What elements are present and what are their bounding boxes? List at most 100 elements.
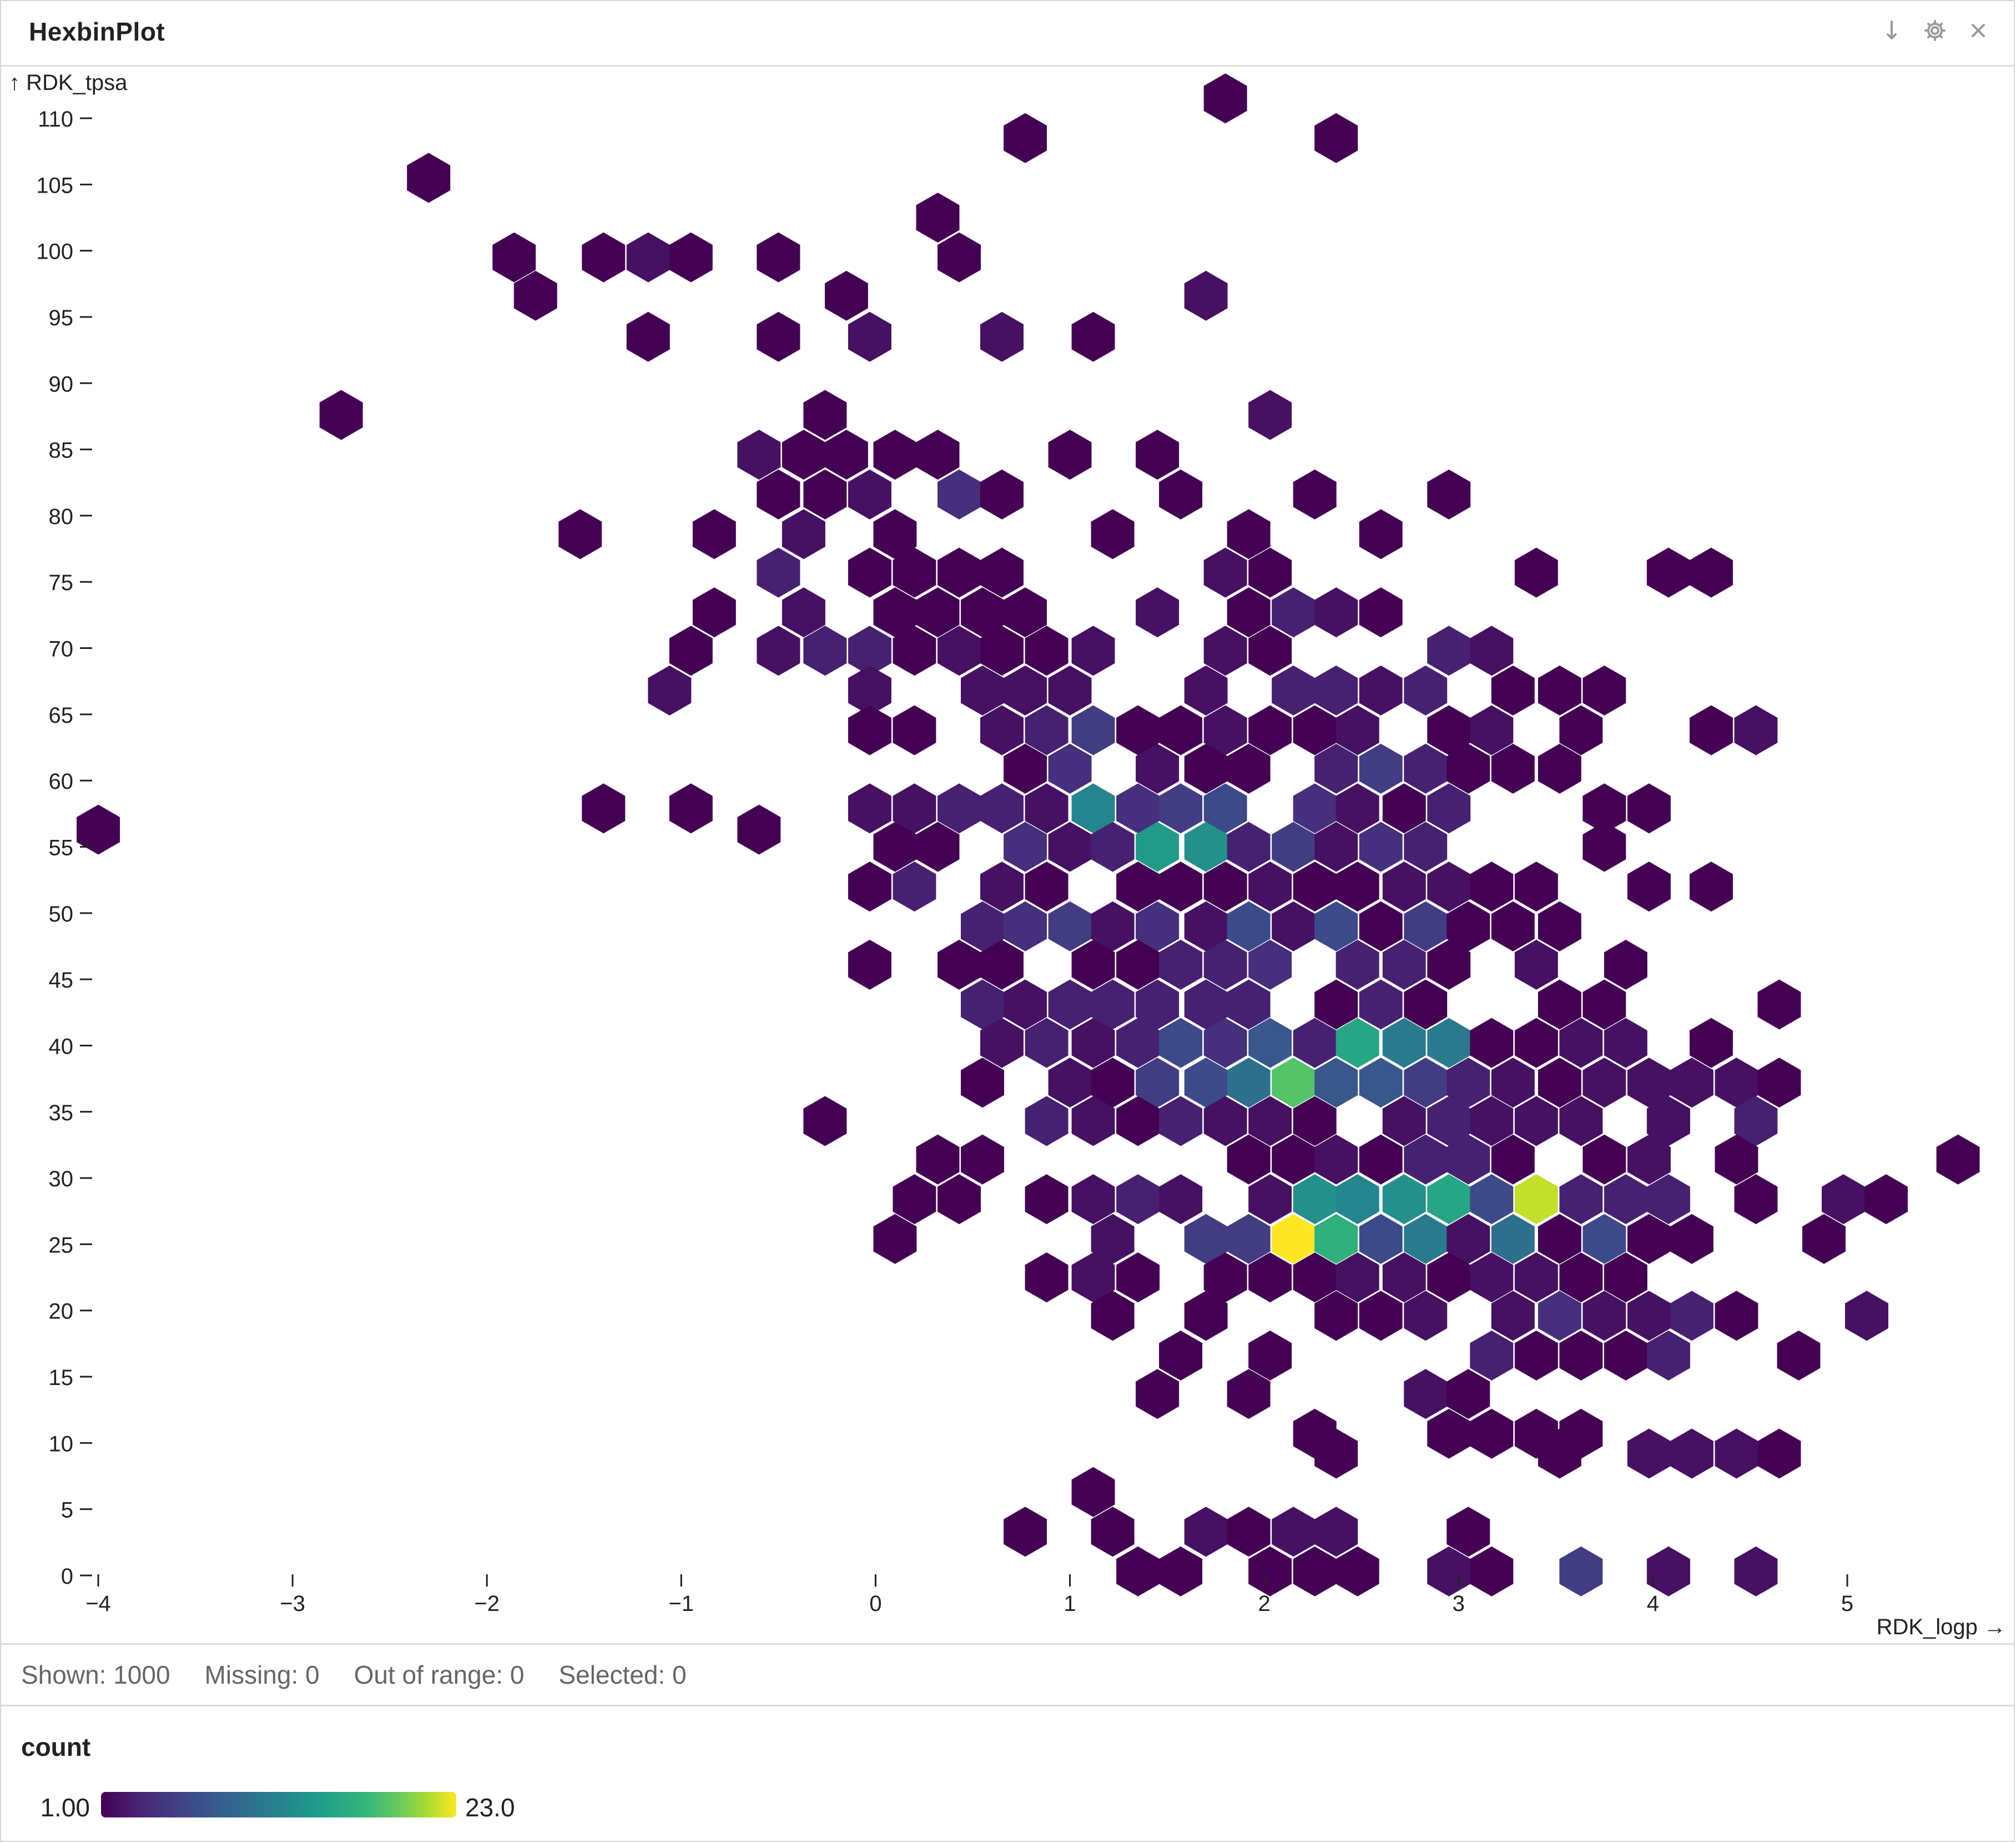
hexbin-cell[interactable] — [1491, 1291, 1535, 1341]
hexbin-cell[interactable] — [893, 862, 936, 912]
hexbin-cell[interactable] — [980, 469, 1024, 520]
hexbin-cell[interactable] — [916, 822, 960, 872]
hexbin-cell[interactable] — [1004, 743, 1047, 794]
hexbin-cell[interactable] — [1514, 1330, 1558, 1381]
hexbin-cell[interactable] — [1404, 1291, 1448, 1341]
hexbin-cell[interactable] — [692, 509, 736, 560]
hexbin-cell[interactable] — [1427, 862, 1471, 912]
hexbin-cell[interactable] — [1734, 1546, 1778, 1597]
hexbin-cell[interactable] — [1470, 862, 1514, 912]
hexbin-cell[interactable] — [980, 705, 1024, 756]
hexbin-cell[interactable] — [1627, 783, 1671, 834]
hexbin-cell[interactable] — [1646, 1330, 1690, 1381]
hexbin-cell[interactable] — [961, 1134, 1004, 1185]
hexbin-cell[interactable] — [1227, 1369, 1271, 1419]
hexbin-cell[interactable] — [1227, 901, 1271, 951]
hexbin-cell[interactable] — [1538, 665, 1581, 716]
hexbin-cell[interactable] — [1091, 1213, 1135, 1264]
hexbin-cell[interactable] — [1116, 1546, 1160, 1597]
hexbin-cell[interactable] — [1491, 743, 1535, 794]
hexbin-cell[interactable] — [1227, 979, 1271, 1030]
hexbin-cell[interactable] — [626, 232, 670, 283]
hexbin-cell[interactable] — [1293, 1546, 1337, 1597]
hexbin-cell[interactable] — [916, 430, 960, 480]
hexbin-cell[interactable] — [1382, 1174, 1426, 1225]
hexbin-cell[interactable] — [1203, 939, 1247, 990]
hexbin-cell[interactable] — [1159, 469, 1203, 520]
hexbin-cell[interactable] — [1116, 862, 1160, 912]
hexbin-cell[interactable] — [980, 862, 1024, 912]
hexbin-cell[interactable] — [1559, 1096, 1603, 1146]
hexbin-cell[interactable] — [1646, 1174, 1690, 1225]
hexbin-cell[interactable] — [1538, 1291, 1581, 1341]
hexbin-cell[interactable] — [1293, 1174, 1337, 1225]
hexbin-cell[interactable] — [980, 939, 1024, 990]
hexbin-cell[interactable] — [1627, 1058, 1671, 1108]
hexbin-cell[interactable] — [1427, 1408, 1471, 1459]
hexbin-cell[interactable] — [1936, 1134, 1980, 1185]
hexbin-cell[interactable] — [1184, 901, 1228, 951]
hexbin-cell[interactable] — [1382, 862, 1426, 912]
hexbin-cell[interactable] — [980, 311, 1024, 362]
hexbin-cell[interactable] — [1864, 1174, 1908, 1225]
hexbin-cell[interactable] — [1025, 1174, 1069, 1225]
hexbin-cell[interactable] — [1491, 1213, 1535, 1264]
hexbin-cell[interactable] — [1470, 1546, 1514, 1597]
hexbin-cell[interactable] — [1116, 783, 1160, 834]
hexbin-cell[interactable] — [648, 665, 692, 716]
hexbin-cell[interactable] — [873, 509, 917, 560]
hexbin-cell[interactable] — [1314, 743, 1358, 794]
hexbin-cell[interactable] — [1004, 587, 1047, 638]
hexbin-cell[interactable] — [1582, 979, 1626, 1030]
hexbin-cell[interactable] — [1314, 1428, 1358, 1479]
hexbin-cell[interactable] — [848, 705, 891, 756]
hexbin-cell[interactable] — [873, 822, 917, 872]
hexbin-cell[interactable] — [1136, 822, 1180, 872]
hexbin-cell[interactable] — [1538, 1428, 1581, 1479]
hexbin-cell[interactable] — [1335, 705, 1379, 756]
hexbin-cell[interactable] — [1136, 1369, 1180, 1419]
hexbin-cell[interactable] — [1248, 626, 1292, 676]
hexbin-cell[interactable] — [1248, 390, 1292, 440]
hexbin-cell[interactable] — [1427, 939, 1471, 990]
hexbin-cell[interactable] — [1627, 1134, 1671, 1185]
hexbin-cell[interactable] — [1359, 587, 1403, 638]
hexbin-cell[interactable] — [492, 232, 536, 283]
hexbin-cell[interactable] — [1538, 979, 1581, 1030]
hexbin-cell[interactable] — [1272, 1134, 1316, 1185]
hexbin-cell[interactable] — [1227, 1058, 1271, 1108]
hexbin-cell[interactable] — [1470, 1174, 1514, 1225]
hexbin-cell[interactable] — [1025, 1096, 1069, 1146]
hexbin-cell[interactable] — [1646, 547, 1690, 598]
hexbin-cell[interactable] — [782, 430, 825, 480]
hexbin-cell[interactable] — [1538, 1058, 1581, 1108]
hexbin-cell[interactable] — [1314, 1291, 1358, 1341]
hexbin-cell[interactable] — [1048, 822, 1092, 872]
close-button[interactable] — [1965, 14, 1992, 47]
hexbin-cell[interactable] — [1447, 1507, 1490, 1557]
hexbin-cell[interactable] — [1048, 979, 1092, 1030]
hexbin-cell[interactable] — [873, 1213, 917, 1264]
hexbin-cell[interactable] — [1690, 705, 1733, 756]
hexbin-cell[interactable] — [1427, 1174, 1471, 1225]
hexbin-cell[interactable] — [1404, 665, 1448, 716]
hexbin-cell[interactable] — [1604, 1018, 1647, 1068]
hexbin-cell[interactable] — [1293, 862, 1337, 912]
hexbin-cell[interactable] — [848, 862, 891, 912]
hexbin-cell[interactable] — [848, 626, 891, 676]
hexbin-cell[interactable] — [1404, 743, 1448, 794]
hexbin-cell[interactable] — [1335, 939, 1379, 990]
hexbin-cell[interactable] — [893, 1174, 936, 1225]
hexbin-cell[interactable] — [1203, 1252, 1247, 1303]
hexbin-cell[interactable] — [980, 1018, 1024, 1068]
hexbin-cell[interactable] — [1447, 743, 1490, 794]
hexbin-cell[interactable] — [1559, 1018, 1603, 1068]
hexbin-cell[interactable] — [1335, 1018, 1379, 1068]
hexbin-cell[interactable] — [1136, 743, 1180, 794]
hexbin-cell[interactable] — [1203, 1018, 1247, 1068]
hexbin-cell[interactable] — [1159, 783, 1203, 834]
hexbin-cell[interactable] — [961, 901, 1004, 951]
hexbin-cell[interactable] — [1715, 1428, 1758, 1479]
hexbin-cell[interactable] — [1491, 1134, 1535, 1185]
hexbin-cell[interactable] — [1670, 1058, 1713, 1108]
